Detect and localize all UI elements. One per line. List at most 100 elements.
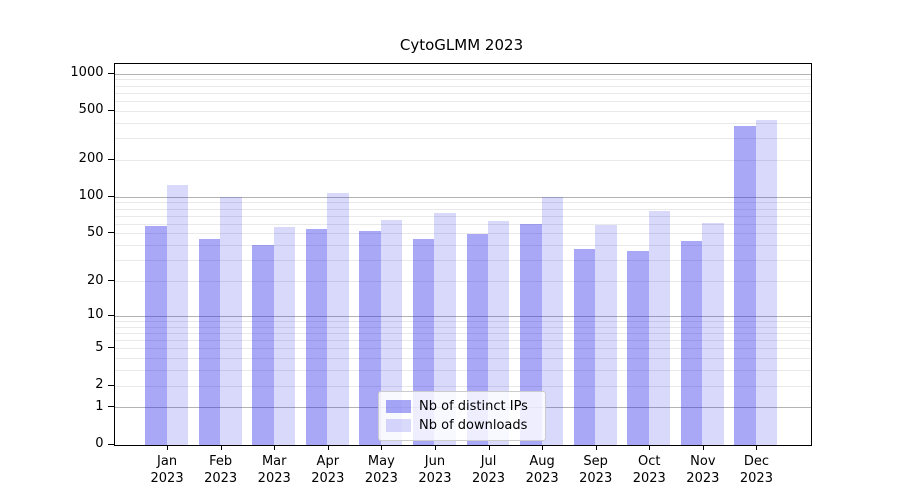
x-tick-year: 2023 — [632, 470, 666, 486]
gridline-minor — [114, 215, 811, 217]
gridline-minor — [114, 340, 811, 342]
legend-item: Nb of distinct IPs — [386, 397, 537, 416]
legend-swatch-distinct-ips — [386, 400, 411, 413]
x-tick-label: Nov 2023 — [673, 453, 733, 487]
y-tick-mark — [107, 109, 114, 111]
bar-distinct-ips — [359, 231, 381, 445]
gridline-minor — [114, 233, 811, 235]
x-tick-month: Jan — [157, 453, 178, 469]
x-tick-month: Sep — [583, 453, 608, 469]
bar-distinct-ips — [252, 245, 274, 445]
x-tick-mark — [220, 444, 222, 450]
gridline-minor — [114, 79, 811, 81]
x-tick-label: Sep 2023 — [566, 453, 626, 487]
x-tick-year: 2023 — [525, 470, 559, 486]
x-tick-month: Feb — [209, 453, 233, 469]
bar-downloads — [434, 212, 456, 445]
gridline-minor — [114, 320, 811, 322]
x-tick-mark — [167, 444, 169, 450]
y-tick-label: 0 — [95, 436, 104, 451]
gridline-major — [114, 315, 811, 317]
y-tick-label: 50 — [86, 224, 104, 240]
gridline-minor — [114, 348, 811, 350]
x-tick-year: 2023 — [471, 470, 506, 486]
x-tick-year: 2023 — [579, 470, 613, 486]
y-tick-mark — [107, 384, 114, 386]
y-tick-label: 5 — [95, 339, 104, 355]
y-tick-label: 200 — [78, 151, 104, 167]
y-tick-label: 10 — [86, 307, 104, 323]
x-tick-mark — [702, 444, 704, 450]
y-tick-mark — [107, 406, 114, 408]
y-tick-label: 500 — [78, 102, 104, 118]
x-tick-year: 2023 — [418, 470, 452, 486]
x-tick-label: Aug 2023 — [512, 453, 572, 487]
y-tick-mark — [107, 443, 114, 445]
bar-downloads — [273, 226, 296, 445]
gridline-minor — [114, 110, 811, 112]
x-tick-mark — [595, 444, 597, 450]
x-tick-month: Jul — [480, 453, 497, 469]
gridline-minor — [114, 358, 811, 360]
bar-downloads — [702, 223, 724, 445]
gridline-minor — [114, 332, 811, 334]
bar-distinct-ips — [145, 225, 167, 445]
x-tick-year: 2023 — [739, 470, 773, 486]
x-tick-year: 2023 — [257, 470, 291, 486]
gridline-minor — [114, 208, 811, 210]
x-tick-month: Jun — [424, 453, 446, 469]
bar-downloads — [327, 193, 349, 445]
x-tick-label: May 2023 — [351, 453, 411, 487]
bar-downloads — [220, 196, 242, 445]
x-tick-month: Aug — [529, 453, 555, 469]
bar-downloads — [166, 184, 188, 445]
x-tick-mark — [381, 444, 383, 450]
y-tick-label: 1000 — [70, 65, 104, 81]
x-tick-month: May — [367, 453, 395, 469]
y-tick-label: 100 — [78, 188, 104, 204]
x-tick-month: Oct — [638, 453, 661, 469]
chart-title: CytoGLMM 2023 — [399, 36, 524, 54]
x-tick-label: Jun 2023 — [405, 453, 465, 487]
bar-distinct-ips — [198, 239, 221, 445]
bar-distinct-ips — [734, 126, 756, 445]
x-tick-label: Jan 2023 — [137, 453, 197, 487]
y-tick-mark — [107, 280, 114, 282]
x-tick-label: Jul 2023 — [459, 453, 519, 487]
x-tick-year: 2023 — [311, 470, 345, 486]
x-tick-mark — [274, 444, 276, 450]
gridline-minor — [114, 326, 811, 328]
gridline-major — [114, 73, 811, 75]
x-tick-mark — [542, 444, 544, 450]
gridline-major — [114, 196, 811, 198]
legend-label: Nb of downloads — [419, 418, 528, 433]
gridline-minor — [114, 202, 811, 204]
gridline-minor — [114, 245, 811, 247]
gridline-minor — [114, 370, 811, 372]
x-tick-month: Dec — [743, 453, 769, 469]
x-tick-mark — [756, 444, 758, 450]
legend-item: Nb of downloads — [386, 416, 537, 435]
y-tick-mark — [107, 195, 114, 197]
gridline-minor — [114, 260, 811, 262]
gridline-minor — [114, 385, 811, 387]
x-tick-year: 2023 — [150, 470, 184, 486]
bar-downloads — [755, 119, 778, 445]
legend-swatch-downloads — [386, 419, 411, 432]
bar-distinct-ips — [305, 229, 328, 445]
x-tick-label: Feb 2023 — [191, 453, 251, 487]
gridline-minor — [114, 138, 811, 140]
gridline-minor — [114, 122, 811, 124]
x-tick-label: Mar 2023 — [244, 453, 304, 487]
gridline-minor — [114, 85, 811, 87]
y-tick-mark — [107, 347, 114, 349]
plot-area — [113, 62, 812, 446]
x-tick-month: Mar — [261, 453, 287, 469]
y-tick-mark — [107, 232, 114, 234]
bar-downloads — [595, 224, 617, 445]
y-tick-mark — [107, 314, 114, 316]
x-tick-label: Dec 2023 — [726, 453, 786, 487]
y-tick-mark — [107, 72, 114, 74]
y-tick-label: 20 — [86, 272, 104, 288]
x-tick-mark — [488, 444, 490, 450]
